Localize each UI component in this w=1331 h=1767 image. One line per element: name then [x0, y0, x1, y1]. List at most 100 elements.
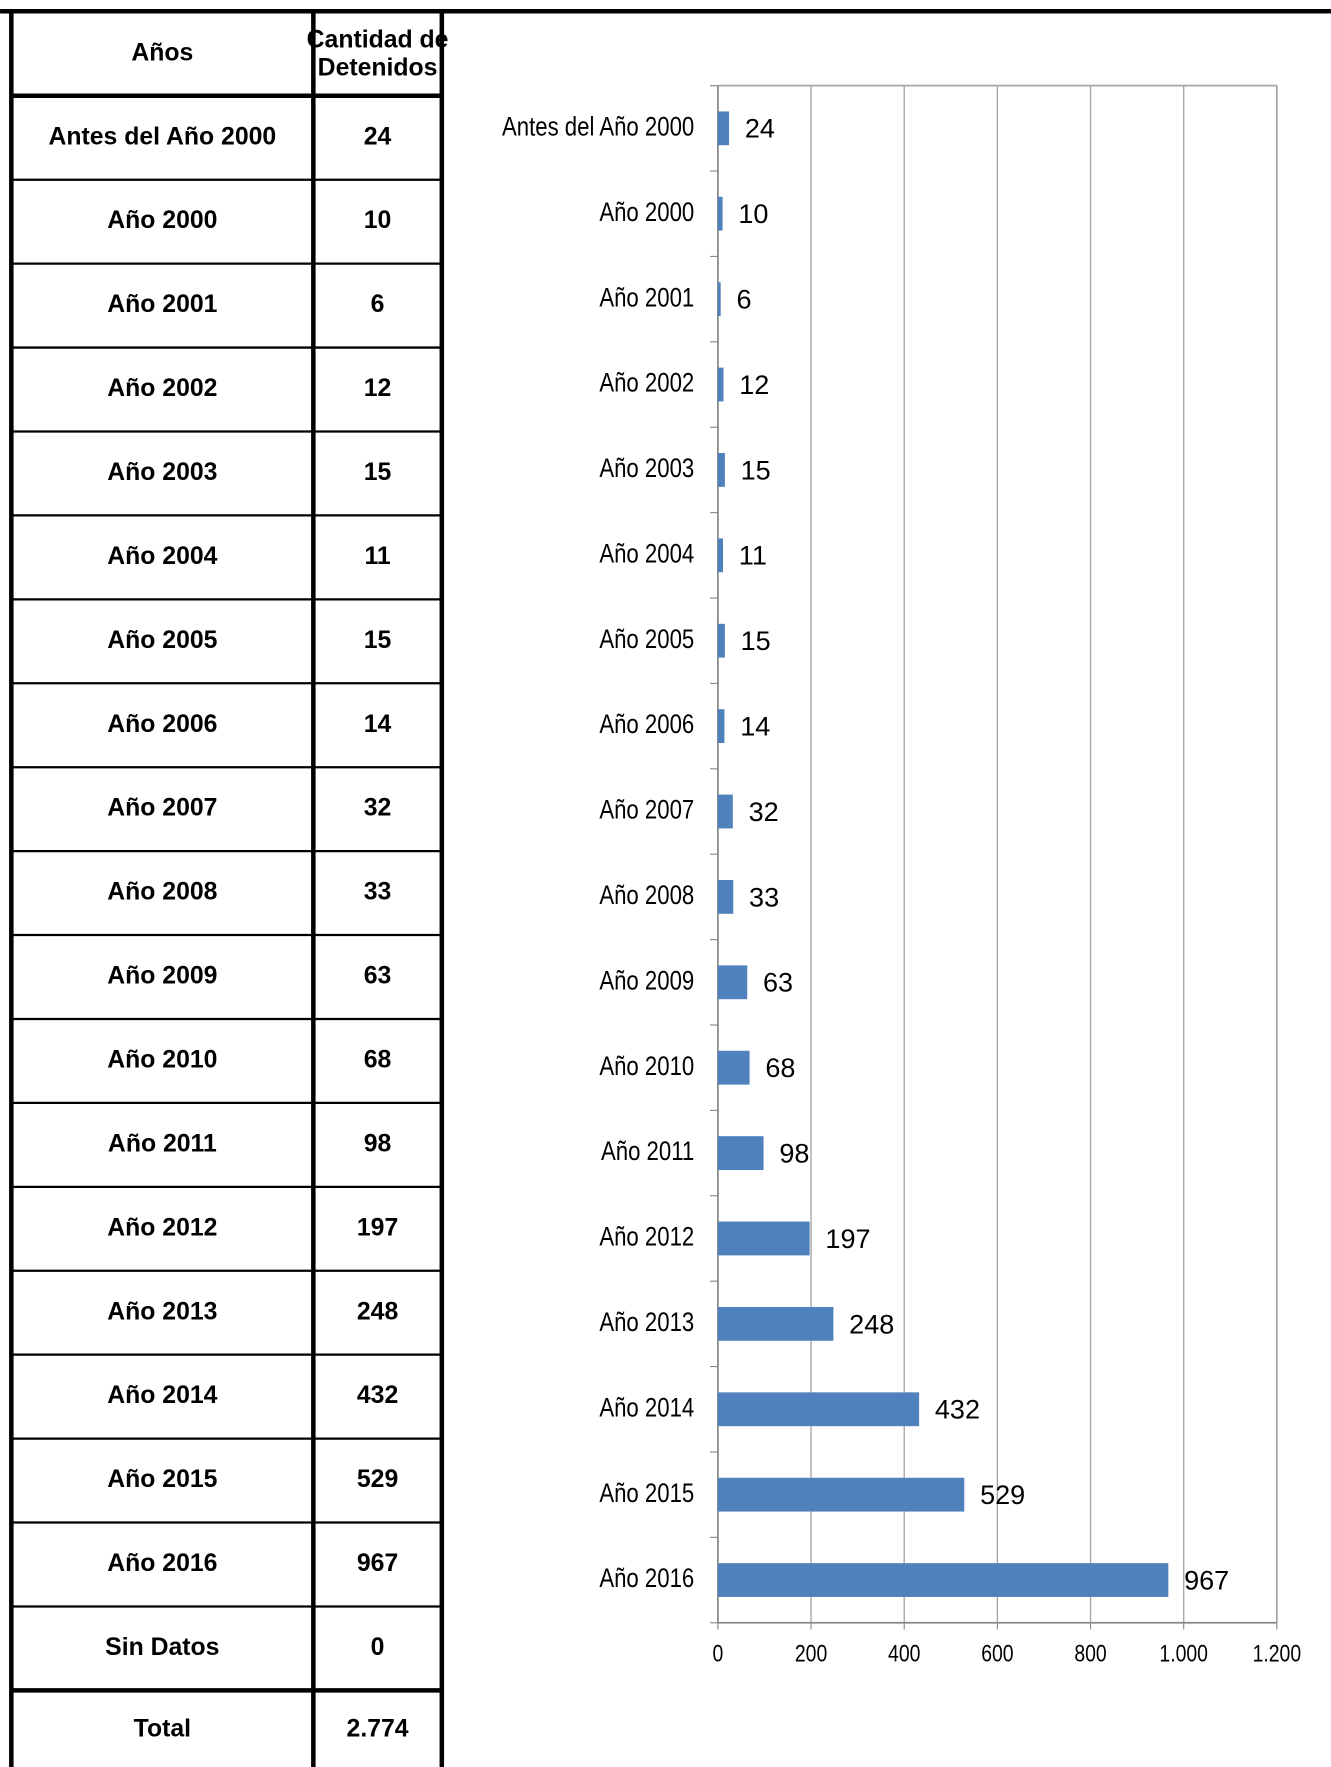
y-tick-label: Año 2016: [599, 1564, 694, 1594]
y-tick-label: Año 2009: [599, 966, 694, 996]
row-label: Año 2002: [107, 375, 217, 402]
row-value: 6: [371, 291, 385, 318]
row-label: Año 2012: [107, 1214, 217, 1241]
row-value: 248: [357, 1298, 399, 1325]
bar: [717, 453, 725, 487]
row-label: Sin Datos: [105, 1634, 219, 1661]
data-label: 10: [738, 199, 768, 229]
bar: [717, 1306, 834, 1341]
row-value: 33: [364, 879, 392, 906]
x-tick-label: 0: [713, 1640, 724, 1667]
x-tick-label: 600: [981, 1640, 1013, 1667]
bar: [717, 1050, 750, 1085]
data-label: 15: [741, 626, 771, 656]
y-tick-label: Año 2004: [599, 539, 694, 569]
bar: [717, 709, 725, 744]
chart: 0 200 400 600 800 1.000 1.200 Antes del Año 200…: [502, 84, 1302, 1667]
row-value: 11: [364, 543, 390, 570]
row-label: Año 2010: [107, 1046, 217, 1073]
y-tick-label: Año 2013: [599, 1308, 694, 1338]
x-tick-label: 800: [1074, 1640, 1106, 1667]
row-label: Año 2001: [107, 291, 217, 318]
row-label: Año 2004: [107, 543, 217, 570]
y-tick-label: Año 2006: [599, 710, 694, 740]
row-label: Año 2014: [107, 1382, 217, 1409]
total-value: 2.774: [347, 1715, 409, 1742]
row-value: 63: [364, 963, 392, 990]
bar: [717, 1136, 764, 1170]
y-tick-label: Año 2007: [599, 796, 694, 826]
row-label: Año 2000: [107, 207, 217, 234]
row-label: Año 2016: [107, 1550, 217, 1577]
data-label: 529: [980, 1480, 1025, 1510]
table: Años Cantidad de Detenidos Antes del Año 20…: [9, 11, 449, 1767]
row-value: 68: [364, 1046, 392, 1073]
y-tick-label: Año 2008: [599, 881, 694, 911]
y-tick-label: Año 2002: [599, 369, 694, 399]
bar: [717, 367, 724, 402]
y-tick-label: Año 2012: [599, 1223, 694, 1253]
row-value: 15: [364, 627, 392, 654]
data-label: 33: [749, 882, 779, 912]
data-label: 432: [935, 1395, 980, 1425]
row-value: 432: [357, 1382, 398, 1409]
x-tick-label: 200: [795, 1640, 827, 1667]
bar: [717, 623, 725, 658]
row-label: Año 2009: [107, 963, 217, 990]
bar: [717, 965, 748, 1000]
row-label: Año 2015: [107, 1466, 217, 1493]
header-cell: Años: [131, 40, 193, 67]
data-label: 63: [763, 968, 793, 998]
row-value: 10: [364, 207, 392, 234]
bar: [717, 794, 733, 829]
row-value: 98: [364, 1130, 392, 1157]
x-tick-label: 400: [888, 1640, 920, 1667]
row-value: 14: [364, 711, 392, 738]
row-label: Año 2013: [107, 1298, 217, 1325]
data-label: 24: [745, 114, 775, 144]
bar: [717, 1563, 1169, 1597]
row-label: Año 2007: [107, 795, 217, 822]
y-tick-label: Año 2014: [599, 1393, 694, 1423]
row-label: Año 2005: [107, 627, 217, 654]
data-label: 248: [849, 1309, 894, 1339]
bar: [717, 1392, 920, 1427]
y-tick-label: Año 2001: [599, 283, 694, 313]
row-value: 529: [357, 1466, 398, 1493]
y-tick-label: Año 2005: [599, 625, 694, 655]
row-value: 12: [364, 375, 392, 402]
row-label: Año 2008: [107, 879, 217, 906]
data-label: 98: [779, 1138, 809, 1168]
row-value: 32: [364, 795, 392, 822]
y-tick-label: Año 2015: [599, 1479, 694, 1509]
data-label: 6: [736, 285, 751, 315]
total-label: Total: [134, 1715, 191, 1742]
y-tick-label: Año 2000: [599, 198, 694, 228]
row-value: 15: [364, 459, 392, 486]
data-label: 32: [749, 797, 779, 827]
row-value: 967: [357, 1550, 398, 1577]
bar: [717, 1477, 965, 1512]
data-label: 967: [1184, 1565, 1229, 1595]
bar: [717, 282, 721, 317]
bar: [717, 1221, 810, 1256]
data-label: 14: [740, 712, 770, 742]
bar: [717, 879, 734, 914]
x-tick-label: 1.000: [1159, 1640, 1208, 1667]
row-label: Antes del Año 2000: [48, 123, 276, 150]
row-label: Año 2011: [108, 1130, 217, 1157]
x-tick-label: 1.200: [1253, 1640, 1302, 1667]
y-tick-label: Año 2003: [599, 454, 694, 484]
y-tick-label: Año 2010: [599, 1052, 694, 1082]
bar: [717, 538, 724, 573]
data-label: 68: [765, 1053, 795, 1083]
header-cell: Cantidad de Detenidos: [307, 26, 449, 81]
y-tick-label: Antes del Año 2000: [502, 113, 694, 143]
y-tick-label: Año 2011: [601, 1137, 694, 1167]
data-label: 197: [825, 1224, 870, 1254]
row-label: Año 2003: [107, 459, 217, 486]
row-label: Año 2006: [107, 711, 217, 738]
data-label: 11: [739, 541, 767, 571]
row-value: 197: [357, 1214, 398, 1241]
